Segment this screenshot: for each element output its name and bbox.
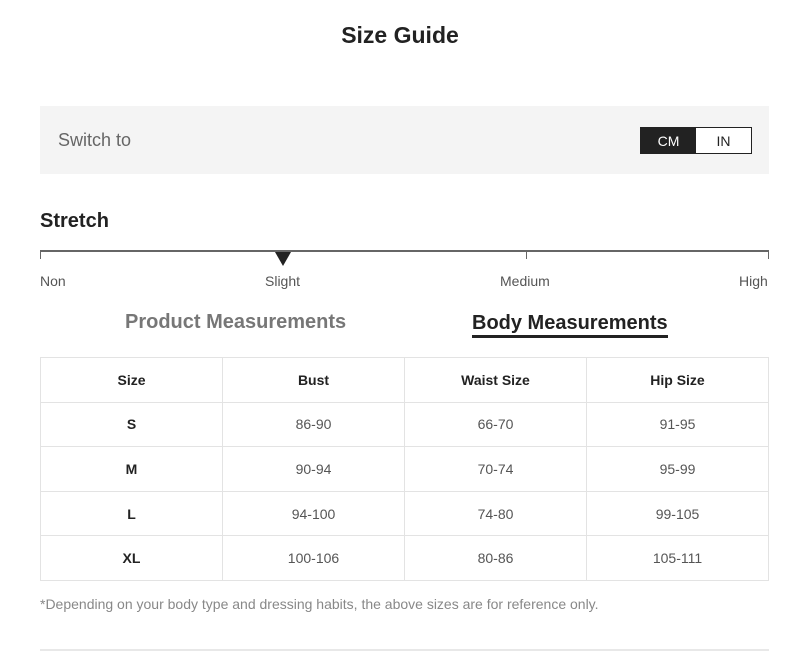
size-table: Size Bust Waist Size Hip Size S 86-90 66…: [40, 357, 769, 581]
header-size: Size: [40, 357, 223, 403]
cell-hip: 105-111: [586, 535, 769, 581]
unit-toggle[interactable]: CM IN: [640, 127, 752, 154]
table-row: S 86-90 66-70 91-95: [40, 401, 769, 448]
cell-bust: 86-90: [222, 401, 405, 448]
divider: [40, 649, 769, 651]
cell-waist: 74-80: [404, 490, 587, 537]
cell-size: XL: [40, 535, 223, 581]
table-row: XL 100-106 80-86 105-111: [40, 535, 769, 581]
stretch-level-non: Non: [40, 273, 66, 289]
scale-tick: [768, 250, 769, 259]
cell-waist: 66-70: [404, 401, 587, 448]
cell-bust: 100-106: [222, 535, 405, 581]
size-note: *Depending on your body type and dressin…: [40, 596, 599, 612]
table-header-row: Size Bust Waist Size Hip Size: [40, 357, 769, 403]
tab-body-measurements[interactable]: Body Measurements: [472, 311, 668, 338]
stretch-scale: [40, 250, 769, 252]
cell-waist: 80-86: [404, 535, 587, 581]
stretch-level-high: High: [739, 273, 768, 289]
header-hip: Hip Size: [586, 357, 769, 403]
cell-hip: 95-99: [586, 446, 769, 492]
table-row: M 90-94 70-74 95-99: [40, 446, 769, 492]
stretch-pointer-icon: [275, 252, 291, 266]
scale-tick: [40, 250, 41, 259]
cell-size: M: [40, 446, 223, 492]
unit-switch-bar: Switch to CM IN: [40, 106, 769, 174]
stretch-level-medium: Medium: [500, 273, 550, 289]
scale-tick: [526, 250, 527, 259]
stretch-level-slight: Slight: [265, 273, 301, 289]
stretch-title: Stretch: [40, 210, 109, 232]
cell-bust: 94-100: [222, 490, 405, 537]
cell-size: L: [40, 490, 223, 537]
switch-label: Switch to: [58, 130, 132, 150]
header-bust: Bust: [222, 357, 405, 403]
unit-in-button[interactable]: IN: [716, 132, 731, 149]
page-title: Size Guide: [341, 22, 459, 48]
tab-product-measurements[interactable]: Product Measurements: [125, 311, 347, 333]
cell-size: S: [40, 401, 223, 448]
cell-hip: 99-105: [586, 490, 769, 537]
unit-cm-button[interactable]: CM: [641, 128, 696, 153]
cell-hip: 91-95: [586, 401, 769, 448]
cell-bust: 90-94: [222, 446, 405, 492]
header-waist: Waist Size: [404, 357, 587, 403]
cell-waist: 70-74: [404, 446, 587, 492]
table-row: L 94-100 74-80 99-105: [40, 490, 769, 537]
